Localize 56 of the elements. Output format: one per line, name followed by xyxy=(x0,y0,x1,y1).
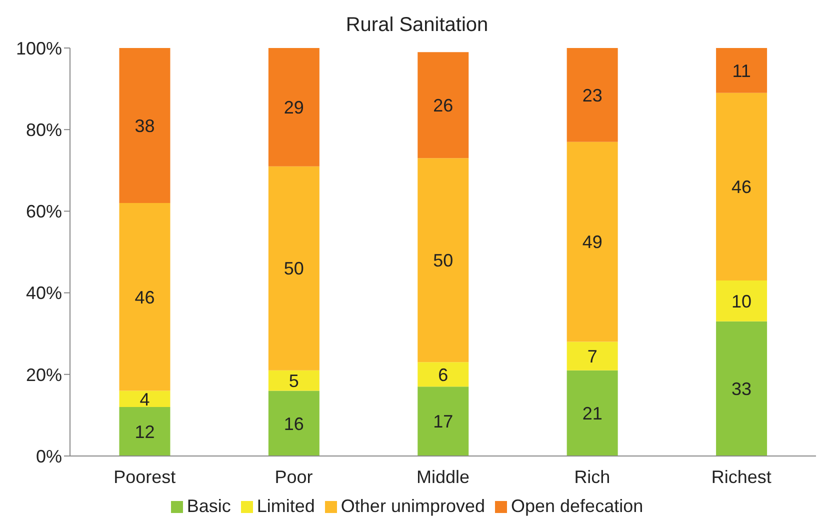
bar xyxy=(566,48,618,142)
bar xyxy=(119,48,170,204)
data-label: 10 xyxy=(732,291,752,312)
x-tick-label: Poorest xyxy=(114,466,176,487)
data-label: 6 xyxy=(438,364,448,385)
data-label: 7 xyxy=(587,346,598,366)
bar xyxy=(268,370,320,391)
data-label: 5 xyxy=(288,370,299,391)
x-tick-label: Rich xyxy=(574,466,610,487)
y-tick-label: 40% xyxy=(26,283,62,304)
bar xyxy=(566,142,618,342)
x-tick-label: Poor xyxy=(274,466,313,487)
bar xyxy=(418,386,469,456)
bar xyxy=(119,407,170,456)
y-tick-label: 100% xyxy=(16,38,62,58)
y-tick-label: 20% xyxy=(26,364,62,385)
data-label: 46 xyxy=(134,287,155,308)
bar xyxy=(716,48,768,93)
legend-label: Other unimproved xyxy=(340,496,485,516)
bar xyxy=(716,321,768,456)
data-label: 26 xyxy=(433,96,454,116)
data-label: 4 xyxy=(140,389,150,410)
legend-label: Open defecation xyxy=(511,496,644,516)
data-label: 50 xyxy=(433,250,454,271)
bar xyxy=(119,390,170,408)
x-tick-label: Middle xyxy=(416,466,470,487)
data-label: 17 xyxy=(433,412,454,432)
bar xyxy=(268,390,320,456)
data-label: 29 xyxy=(284,98,304,118)
x-tick-label: Richest xyxy=(711,466,772,487)
data-label: 49 xyxy=(582,232,602,252)
bar xyxy=(119,203,170,391)
bar xyxy=(716,280,768,322)
data-label: 46 xyxy=(732,177,752,198)
legend-label: Limited xyxy=(256,496,315,516)
data-label: 12 xyxy=(134,422,155,442)
data-label: 21 xyxy=(582,404,602,424)
data-label: 23 xyxy=(582,85,602,106)
bar xyxy=(566,370,618,456)
data-label: 50 xyxy=(284,258,304,279)
bar xyxy=(268,48,320,166)
bar xyxy=(418,52,469,158)
data-label: 33 xyxy=(732,379,752,400)
y-tick-label: 0% xyxy=(36,446,62,466)
y-tick-label: 80% xyxy=(26,120,62,140)
bar xyxy=(268,166,320,370)
data-label: 38 xyxy=(134,116,155,136)
bar xyxy=(418,362,469,387)
data-label: 16 xyxy=(284,414,304,434)
legend-label: Basic xyxy=(186,496,231,516)
bar xyxy=(418,158,469,362)
data-label: 11 xyxy=(732,60,751,81)
bar xyxy=(566,342,618,370)
y-tick-label: 60% xyxy=(26,202,62,222)
chart-title: Rural Sanitation xyxy=(346,14,488,36)
bar xyxy=(716,92,768,281)
